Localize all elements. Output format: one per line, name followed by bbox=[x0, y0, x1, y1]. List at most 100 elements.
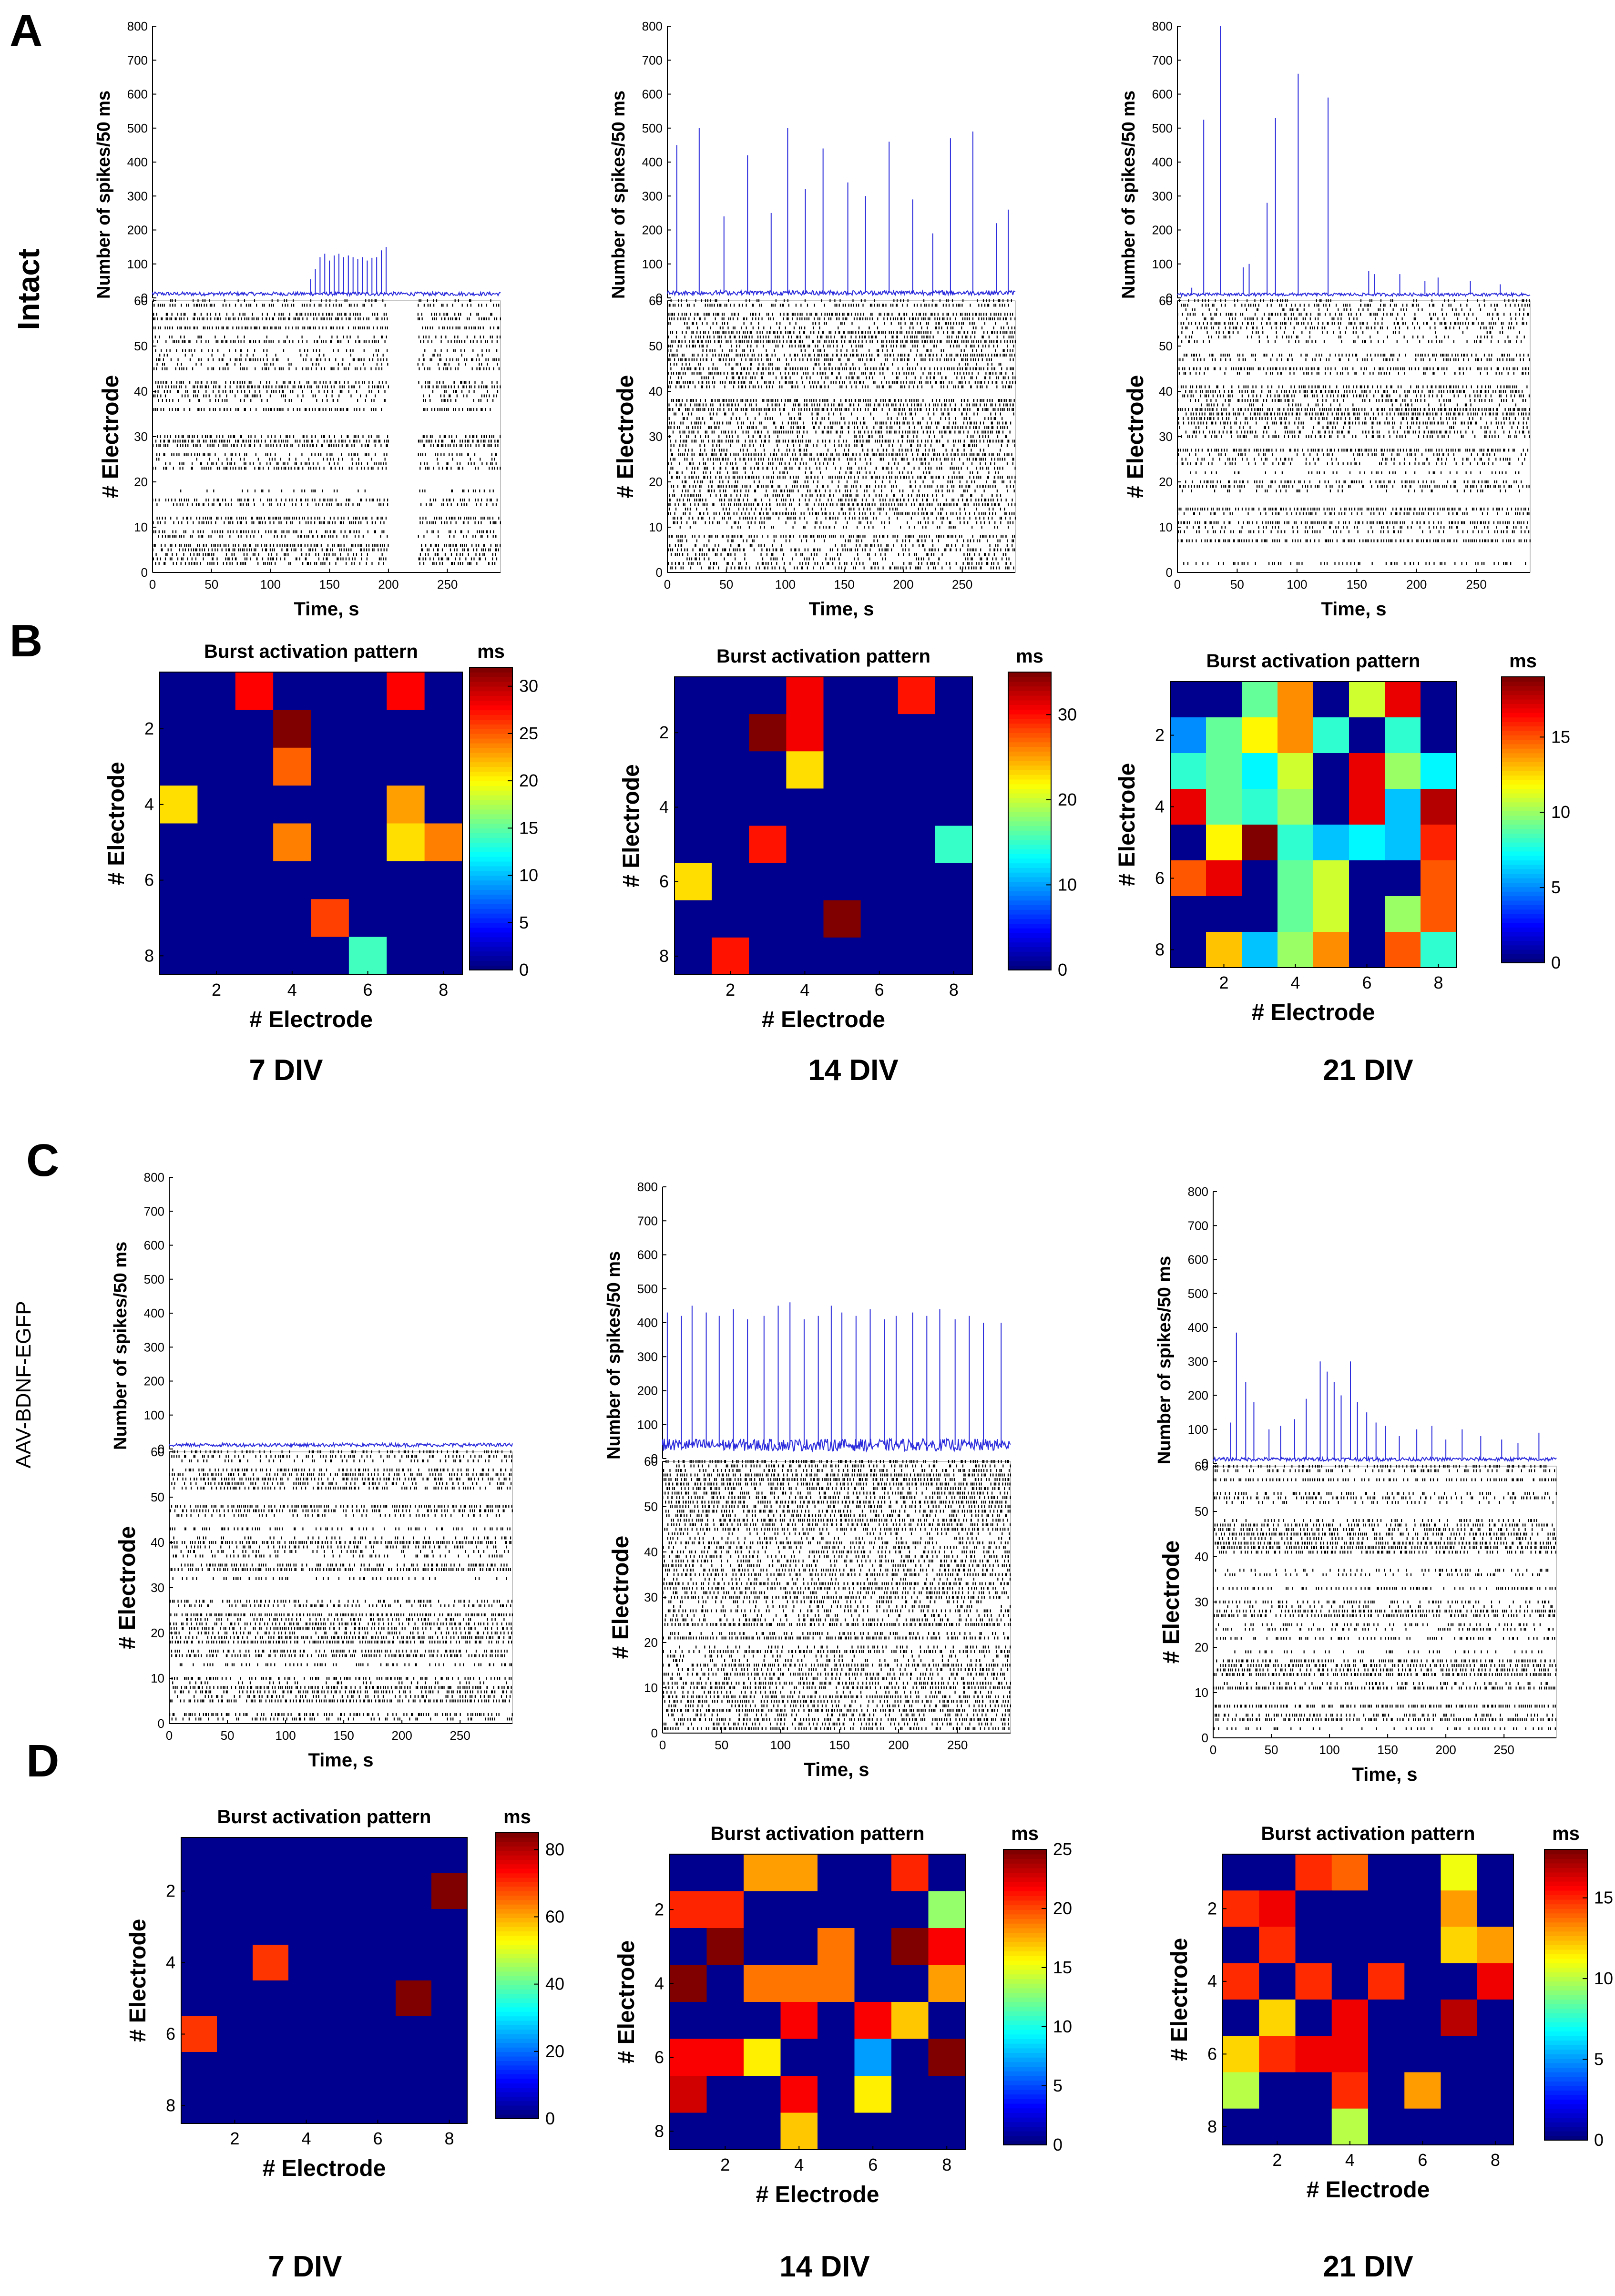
heatmap-title: Burst activation pattern bbox=[711, 1823, 925, 1844]
raster-events-C-21DIV bbox=[1213, 1465, 1557, 1730]
heatmap-x-tick-label: 2 bbox=[230, 2129, 239, 2148]
colorbar-segment bbox=[1544, 2058, 1587, 2063]
colorbar-segment bbox=[1008, 826, 1051, 831]
heatmap-cell bbox=[160, 937, 198, 975]
heatmap-cell bbox=[744, 1854, 781, 1891]
colorbar-segment bbox=[470, 880, 512, 886]
heatmap-cell bbox=[1368, 1890, 1405, 1927]
colorbar-segment bbox=[1008, 965, 1051, 970]
heatmap-cell bbox=[854, 2002, 892, 2039]
heatmap-cell bbox=[288, 1980, 325, 2017]
div-label-b-7: 7 DIV bbox=[249, 1054, 323, 1087]
time-tick-label: 50 bbox=[204, 577, 218, 592]
colorbar-segment bbox=[1502, 784, 1544, 789]
time-tick-label: 250 bbox=[952, 577, 972, 592]
colorbar-segment bbox=[1544, 2062, 1587, 2068]
colorbar-segment bbox=[496, 1899, 539, 1905]
heatmap-cell bbox=[675, 788, 712, 826]
heatmap-cell bbox=[823, 714, 861, 752]
colorbar-segment bbox=[470, 799, 512, 805]
colorbar-segment bbox=[1008, 816, 1051, 822]
colorbar-segment bbox=[1544, 2072, 1587, 2077]
colorbar-segment bbox=[1003, 2071, 1046, 2076]
raster-y-tick-label: 50 bbox=[1159, 339, 1173, 353]
colorbar-segment bbox=[1544, 2008, 1587, 2013]
colorbar-segment bbox=[496, 2087, 539, 2092]
heatmap-cell bbox=[749, 714, 787, 752]
colorbar-segment bbox=[1544, 2067, 1587, 2072]
heatmap-cell bbox=[1331, 2036, 1369, 2072]
heatmap-cell bbox=[360, 1945, 396, 1981]
div-label-d-14: 14 DIV bbox=[779, 2250, 870, 2283]
colorbar-segment bbox=[1502, 913, 1544, 919]
raster-y-tick-label: 10 bbox=[151, 1671, 164, 1685]
colorbar-segment bbox=[470, 823, 512, 829]
spike-y-tick-label: 200 bbox=[1152, 223, 1173, 237]
heatmap-cell bbox=[1368, 2000, 1405, 2036]
time-tick-label: 50 bbox=[719, 577, 733, 592]
heatmap-cell bbox=[324, 2052, 360, 2088]
raster-y-tick-label: 30 bbox=[134, 429, 148, 444]
colorbar-segment bbox=[496, 1958, 539, 1963]
colorbar-segment bbox=[496, 1993, 539, 1999]
time-axis-label: Time, s bbox=[808, 599, 874, 620]
colorbar-tick-label: 0 bbox=[1053, 2135, 1063, 2154]
heatmap-cell bbox=[928, 1854, 966, 1891]
colorbar-segment bbox=[1003, 1955, 1046, 1961]
colorbar-segment bbox=[1502, 730, 1544, 735]
heatmap-y-tick-label: 2 bbox=[1207, 1898, 1217, 1918]
heatmap-cell bbox=[1206, 825, 1242, 861]
heatmap-cell bbox=[197, 937, 236, 975]
spike-y-tick-label: 0 bbox=[656, 291, 663, 305]
heatmap-cell bbox=[1259, 1963, 1296, 2000]
spike-trace-A-7DIV bbox=[152, 290, 501, 297]
heatmap-cell bbox=[823, 826, 861, 864]
colorbar-segment bbox=[1003, 1891, 1046, 1896]
heatmap-cell bbox=[891, 2112, 929, 2150]
colorbar-segment bbox=[1544, 1886, 1587, 1891]
raster-y-tick-label: 60 bbox=[151, 1445, 164, 1459]
colorbar-segment bbox=[470, 786, 512, 791]
heatmap-cell bbox=[1170, 753, 1206, 789]
colorbar-segment bbox=[1502, 869, 1544, 874]
colorbar-segment bbox=[1502, 762, 1544, 767]
heatmap-cell bbox=[1295, 2108, 1332, 2145]
heatmap-cell bbox=[1313, 753, 1349, 789]
colorbar-segment bbox=[1008, 844, 1051, 849]
colorbar-segment bbox=[470, 686, 512, 692]
heatmap-cell bbox=[1368, 2036, 1405, 2072]
spike-y-tick-label: 500 bbox=[637, 1282, 658, 1296]
heatmap-cell bbox=[1421, 717, 1457, 754]
time-axis-label: Time, s bbox=[804, 1759, 869, 1780]
colorbar-segment bbox=[1008, 728, 1051, 733]
colorbar-segment bbox=[1008, 676, 1051, 682]
spike-y-tick-label: 800 bbox=[642, 19, 663, 33]
heatmap-y-axis-label: # Electrode bbox=[1167, 1938, 1192, 2061]
heatmap-cell bbox=[273, 747, 311, 786]
heatmap-frame bbox=[1222, 1854, 1514, 2145]
colorbar-tick-label: 5 bbox=[1551, 878, 1561, 897]
colorbar-tick-label: 25 bbox=[1053, 1839, 1072, 1859]
colorbar-segment bbox=[1008, 895, 1051, 901]
heatmap-cell bbox=[197, 861, 236, 899]
colorbar-segment bbox=[496, 1976, 539, 1981]
time-tick-label: 150 bbox=[1377, 1743, 1398, 1757]
heatmap-cell bbox=[160, 786, 198, 824]
heatmap-cell bbox=[1441, 1854, 1478, 1891]
time-tick-label: 50 bbox=[221, 1728, 235, 1743]
colorbar-tick-label: 10 bbox=[1551, 802, 1570, 822]
colorbar-segment bbox=[1544, 2103, 1587, 2109]
colorbar-segment bbox=[496, 1890, 539, 1896]
colorbar-segment bbox=[1544, 1872, 1587, 1877]
heatmap-cell bbox=[749, 937, 787, 975]
colorbar-segment bbox=[1544, 2131, 1587, 2136]
heatmap-cell bbox=[1404, 2036, 1441, 2072]
raster-y-tick-label: 0 bbox=[656, 565, 663, 580]
colorbar-segment bbox=[1502, 900, 1544, 905]
heatmap-cell bbox=[253, 1873, 289, 1909]
raster-events-A-21DIV bbox=[1176, 299, 1531, 565]
colorbar-segment bbox=[1502, 721, 1544, 726]
heatmap-cell bbox=[749, 863, 787, 901]
heatmap-cell bbox=[348, 937, 387, 975]
colorbar-segment bbox=[1544, 2094, 1587, 2100]
